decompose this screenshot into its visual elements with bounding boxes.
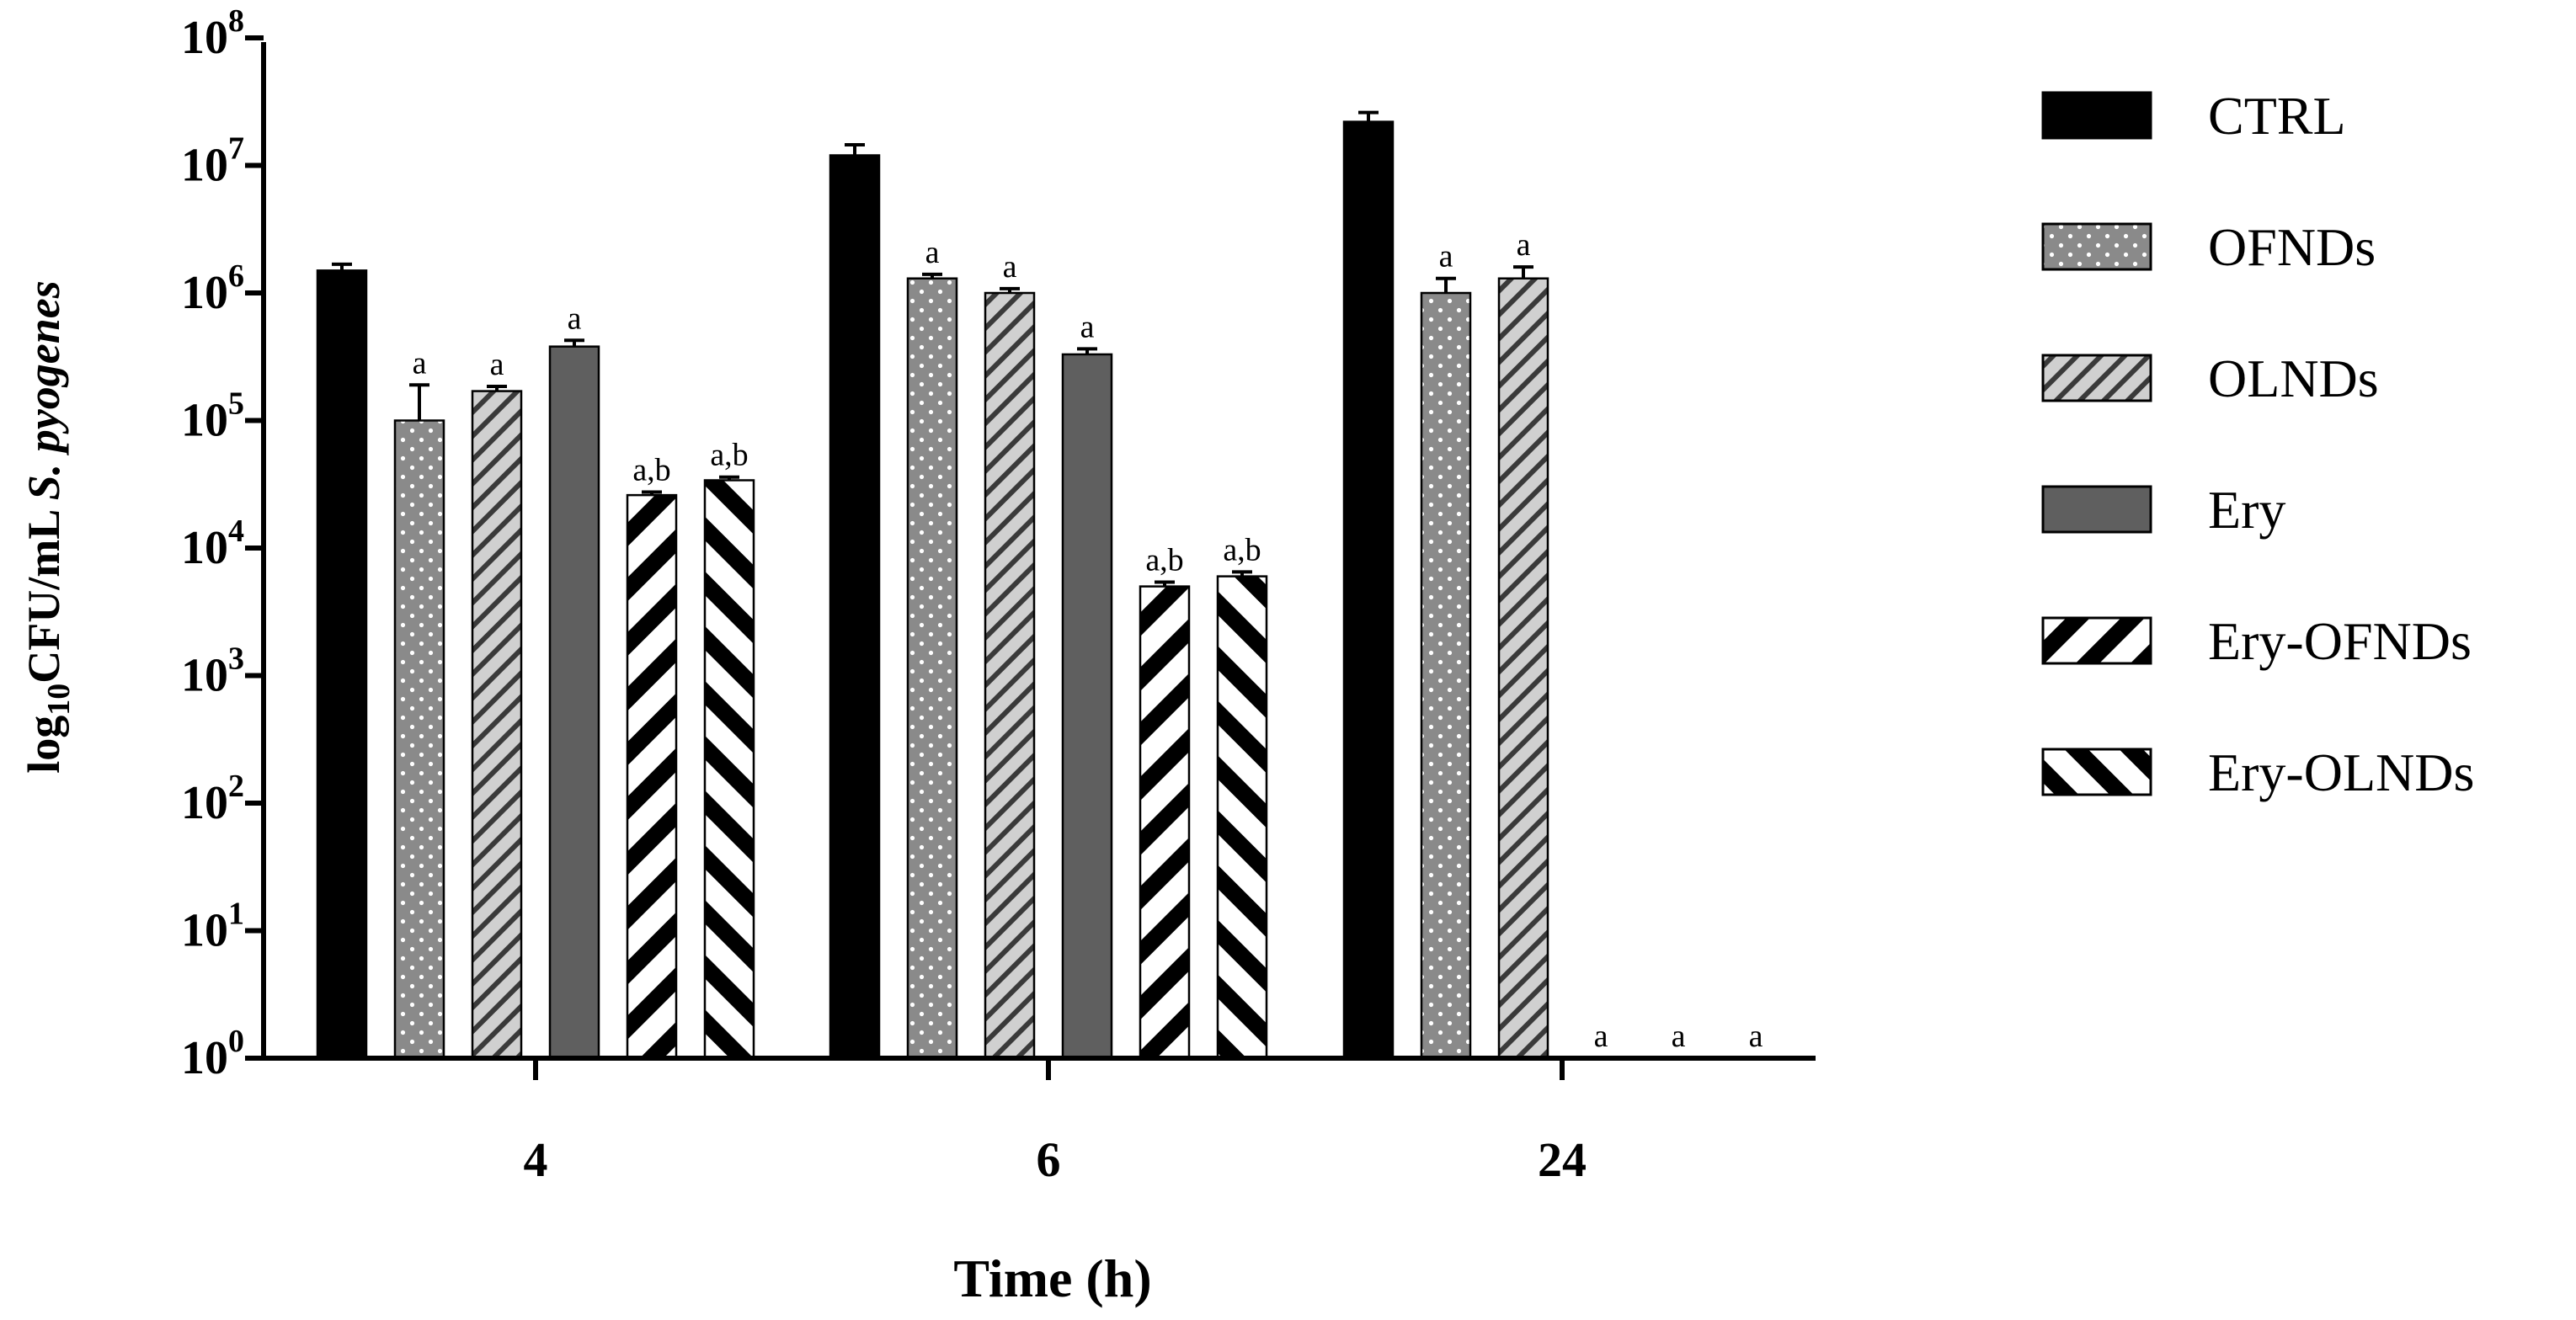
x-tick-label: 4 — [524, 1132, 548, 1187]
bar-olnds-6 — [984, 291, 1036, 1060]
y-tick-exponent: 2 — [228, 769, 244, 804]
bar-olnds-4 — [471, 390, 523, 1060]
legend-swatch-ofnds — [2041, 222, 2152, 271]
x-tick-label: 24 — [1538, 1132, 1587, 1187]
y-tick-label: 107 — [181, 131, 244, 192]
y-tick-base: 10 — [181, 1032, 228, 1084]
bar-ctrl-24 — [1342, 120, 1395, 1060]
x-tick-label: 6 — [1037, 1132, 1061, 1187]
y-tick-exponent: 8 — [228, 3, 244, 39]
y-tick-label: 105 — [181, 386, 244, 447]
legend-label-ery: Ery — [2208, 480, 2285, 540]
legend-label-ery-ofnds: Ery-OFNDs — [2208, 611, 2472, 671]
legend-label-ofnds: OFNDs — [2208, 217, 2376, 277]
y-tick-label: 102 — [181, 769, 244, 829]
bar-ery-6 — [1061, 353, 1113, 1060]
y-tick-label: 106 — [181, 258, 244, 319]
y-axis-title-log: log — [19, 716, 69, 774]
y-tick-label: 100 — [181, 1024, 244, 1084]
y-tick-label: 101 — [181, 897, 244, 957]
significance-label: a — [490, 347, 504, 382]
legend-label-ctrl: CTRL — [2208, 86, 2346, 146]
significance-label: a,b — [1145, 543, 1183, 578]
significance-label: a — [568, 301, 582, 336]
y-tick-exponent: 3 — [228, 641, 244, 677]
significance-label: a — [1517, 227, 1531, 263]
bar-ery-ofnds-4 — [626, 493, 678, 1060]
y-tick-exponent: 7 — [228, 131, 244, 167]
legend-label-ery-olnds: Ery-OLNDs — [2208, 742, 2474, 802]
bar-olnds-24 — [1497, 277, 1549, 1060]
y-tick-base: 10 — [181, 905, 228, 957]
y-axis-title-log-subscript: 10 — [41, 684, 77, 716]
bar-ofnds-6 — [906, 277, 958, 1060]
y-tick-exponent: 4 — [228, 514, 244, 549]
y-tick-label: 104 — [181, 514, 244, 574]
y-tick-marks — [245, 35, 264, 1061]
y-tick-exponent: 6 — [228, 258, 244, 294]
error-bars-layer — [332, 110, 1533, 587]
bar-ctrl-6 — [829, 154, 881, 1060]
y-tick-base: 10 — [181, 777, 228, 829]
y-tick-base: 10 — [181, 140, 228, 192]
y-tick-base: 10 — [181, 12, 228, 64]
legend-swatch-olnds — [2041, 354, 2152, 402]
bar-ofnds-24 — [1420, 291, 1472, 1060]
significance-label: a — [1439, 239, 1453, 274]
legend-swatch-ery — [2041, 485, 2152, 534]
x-ticks: 4 6 24 — [524, 1058, 1587, 1187]
significance-label: a — [1080, 309, 1095, 344]
significance-label: a — [1003, 249, 1017, 285]
significance-label: a — [925, 235, 940, 270]
y-tick-label: 108 — [181, 3, 244, 64]
significance-label: a,b — [632, 452, 670, 487]
bar-ofnds-4 — [393, 419, 445, 1060]
legend-swatch-ery-olnds — [2041, 748, 2152, 796]
bar-ery-olnds-6 — [1216, 575, 1268, 1060]
y-axis-title-unit: CFU/mL — [19, 511, 69, 684]
y-tick-base: 10 — [181, 522, 228, 574]
y-tick-label: 103 — [181, 641, 244, 702]
y-tick-base: 10 — [181, 395, 228, 447]
significance-label: a,b — [710, 438, 748, 473]
significance-label: a,b — [1223, 532, 1261, 567]
bar-ery-ofnds-6 — [1139, 585, 1191, 1060]
x-axis-title: Time (h) — [953, 1248, 1151, 1308]
legend-label-olnds: OLNDs — [2208, 349, 2379, 408]
y-tick-exponent: 1 — [228, 897, 244, 932]
significance-label: a — [413, 345, 427, 381]
bar-ery-4 — [548, 345, 600, 1060]
legend-swatch-ery-ofnds — [2041, 616, 2152, 665]
y-axis-title: log10CFU/mL S. pyogenes — [19, 280, 77, 774]
legend-swatch-ctrl — [2041, 91, 2152, 140]
significance-label: a — [1749, 1019, 1763, 1054]
legend: CTRL OFNDs OLNDs Ery Ery-OFNDs Ery-OLNDs — [2041, 86, 2474, 802]
annotations-layer: a a a a,b a,b a a a a,b a,b a a a a a — [413, 227, 1763, 1054]
y-axis-title-species: S. pyogenes — [19, 280, 69, 500]
y-tick-exponent: 5 — [228, 386, 244, 422]
y-tick-exponent: 0 — [228, 1024, 244, 1059]
bar-ery-olnds-4 — [703, 479, 755, 1060]
y-tick-base: 10 — [181, 650, 228, 702]
bar-ctrl-4 — [316, 269, 368, 1060]
significance-label: a — [1672, 1019, 1686, 1054]
y-tick-base: 10 — [181, 267, 228, 319]
significance-label: a — [1594, 1019, 1608, 1054]
